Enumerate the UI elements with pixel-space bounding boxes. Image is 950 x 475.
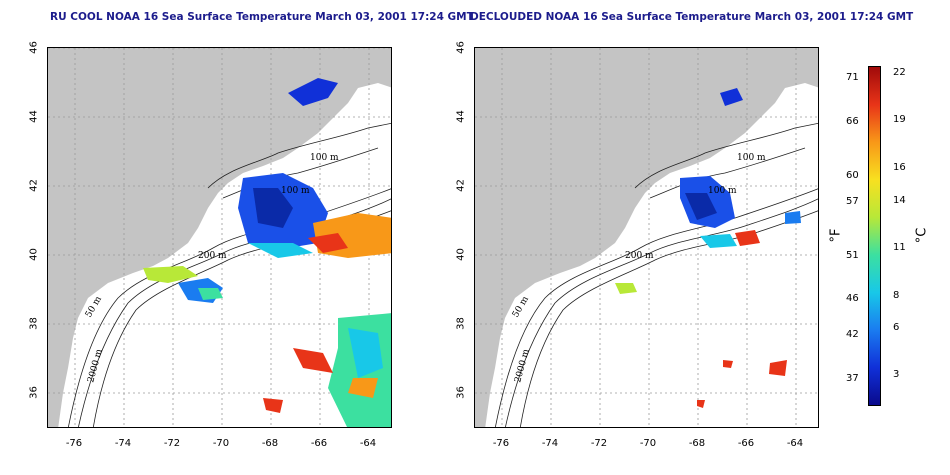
right-sst-map: 100 m 100 m 200 m 50 m 2000 m (474, 47, 819, 428)
left-map-canvas: 100 m 100 m 200 m 50 m 2000 m (48, 48, 391, 427)
lat-tick-left-42: 42 (28, 179, 40, 192)
lat-tick-left-44: 44 (28, 110, 40, 123)
f-tick-60: 60 (846, 170, 859, 181)
lon-tick-left-76: -76 (65, 438, 83, 449)
land-mass (248, 48, 391, 123)
f-tick-71: 71 (846, 72, 859, 83)
c-tick-6: 6 (893, 322, 900, 333)
f-tick-42: 42 (846, 329, 859, 340)
contour-label-left-0: 100 m (310, 153, 339, 163)
lon-tick-right-76: -76 (492, 438, 510, 449)
land-mass (475, 48, 818, 427)
unit-celsius: °C (914, 227, 930, 244)
sst-patches (615, 88, 801, 408)
contour-label-left-2: 200 m (198, 251, 227, 261)
lat-tick-right-40: 40 (455, 248, 467, 261)
lon-tick-left-72: -72 (163, 438, 181, 449)
lon-tick-right-72: -72 (590, 438, 608, 449)
left-map-title: RU COOL NOAA 16 Sea Surface Temperature … (50, 11, 474, 23)
lon-tick-right-64: -64 (786, 438, 804, 449)
lat-tick-right-36: 36 (455, 386, 467, 399)
contour-label-right-0: 100 m (737, 153, 766, 163)
c-tick-11: 11 (893, 242, 906, 253)
lat-tick-right-38: 38 (455, 317, 467, 330)
f-tick-37: 37 (846, 373, 859, 384)
contour-label-right-1: 100 m (708, 186, 737, 196)
left-sst-map: 100 m 100 m 200 m 50 m 2000 m (47, 47, 392, 428)
lon-tick-left-74: -74 (114, 438, 132, 449)
right-map-canvas: 100 m 100 m 200 m 50 m 2000 m (475, 48, 818, 427)
land-mass (48, 48, 391, 427)
f-tick-66: 66 (846, 116, 859, 127)
lat-tick-right-46: 46 (455, 41, 467, 54)
sst-patches (143, 78, 391, 427)
contour-label-left-1: 100 m (281, 186, 310, 196)
f-tick-57: 57 (846, 196, 859, 207)
lon-tick-left-66: -66 (310, 438, 328, 449)
temperature-colorbar (868, 66, 881, 406)
bathymetry-contours (495, 122, 818, 427)
right-map-title: DECLOUDED NOAA 16 Sea Surface Temperatur… (470, 11, 914, 23)
lon-tick-right-74: -74 (541, 438, 559, 449)
lat-tick-right-42: 42 (455, 179, 467, 192)
c-tick-14: 14 (893, 195, 906, 206)
c-tick-22: 22 (893, 67, 906, 78)
f-tick-51: 51 (846, 250, 859, 261)
contour-label-left-4: 2000 m (86, 348, 105, 384)
c-tick-19: 19 (893, 114, 906, 125)
lat-tick-right-44: 44 (455, 110, 467, 123)
lat-tick-left-40: 40 (28, 248, 40, 261)
contour-label-right-4: 2000 m (513, 348, 532, 384)
lon-tick-left-68: -68 (261, 438, 279, 449)
lat-tick-left-46: 46 (28, 41, 40, 54)
c-tick-8: 8 (893, 290, 900, 301)
lat-tick-left-38: 38 (28, 317, 40, 330)
c-tick-3: 3 (893, 369, 900, 380)
lon-tick-left-64: -64 (359, 438, 377, 449)
c-tick-16: 16 (893, 162, 906, 173)
lon-tick-right-68: -68 (688, 438, 706, 449)
f-tick-46: 46 (846, 293, 859, 304)
lon-tick-right-66: -66 (737, 438, 755, 449)
unit-fahrenheit: °F (828, 228, 844, 243)
contour-label-right-2: 200 m (625, 251, 654, 261)
lon-tick-left-70: -70 (212, 438, 230, 449)
lat-tick-left-36: 36 (28, 386, 40, 399)
land-mass (675, 48, 818, 123)
lon-tick-right-70: -70 (639, 438, 657, 449)
